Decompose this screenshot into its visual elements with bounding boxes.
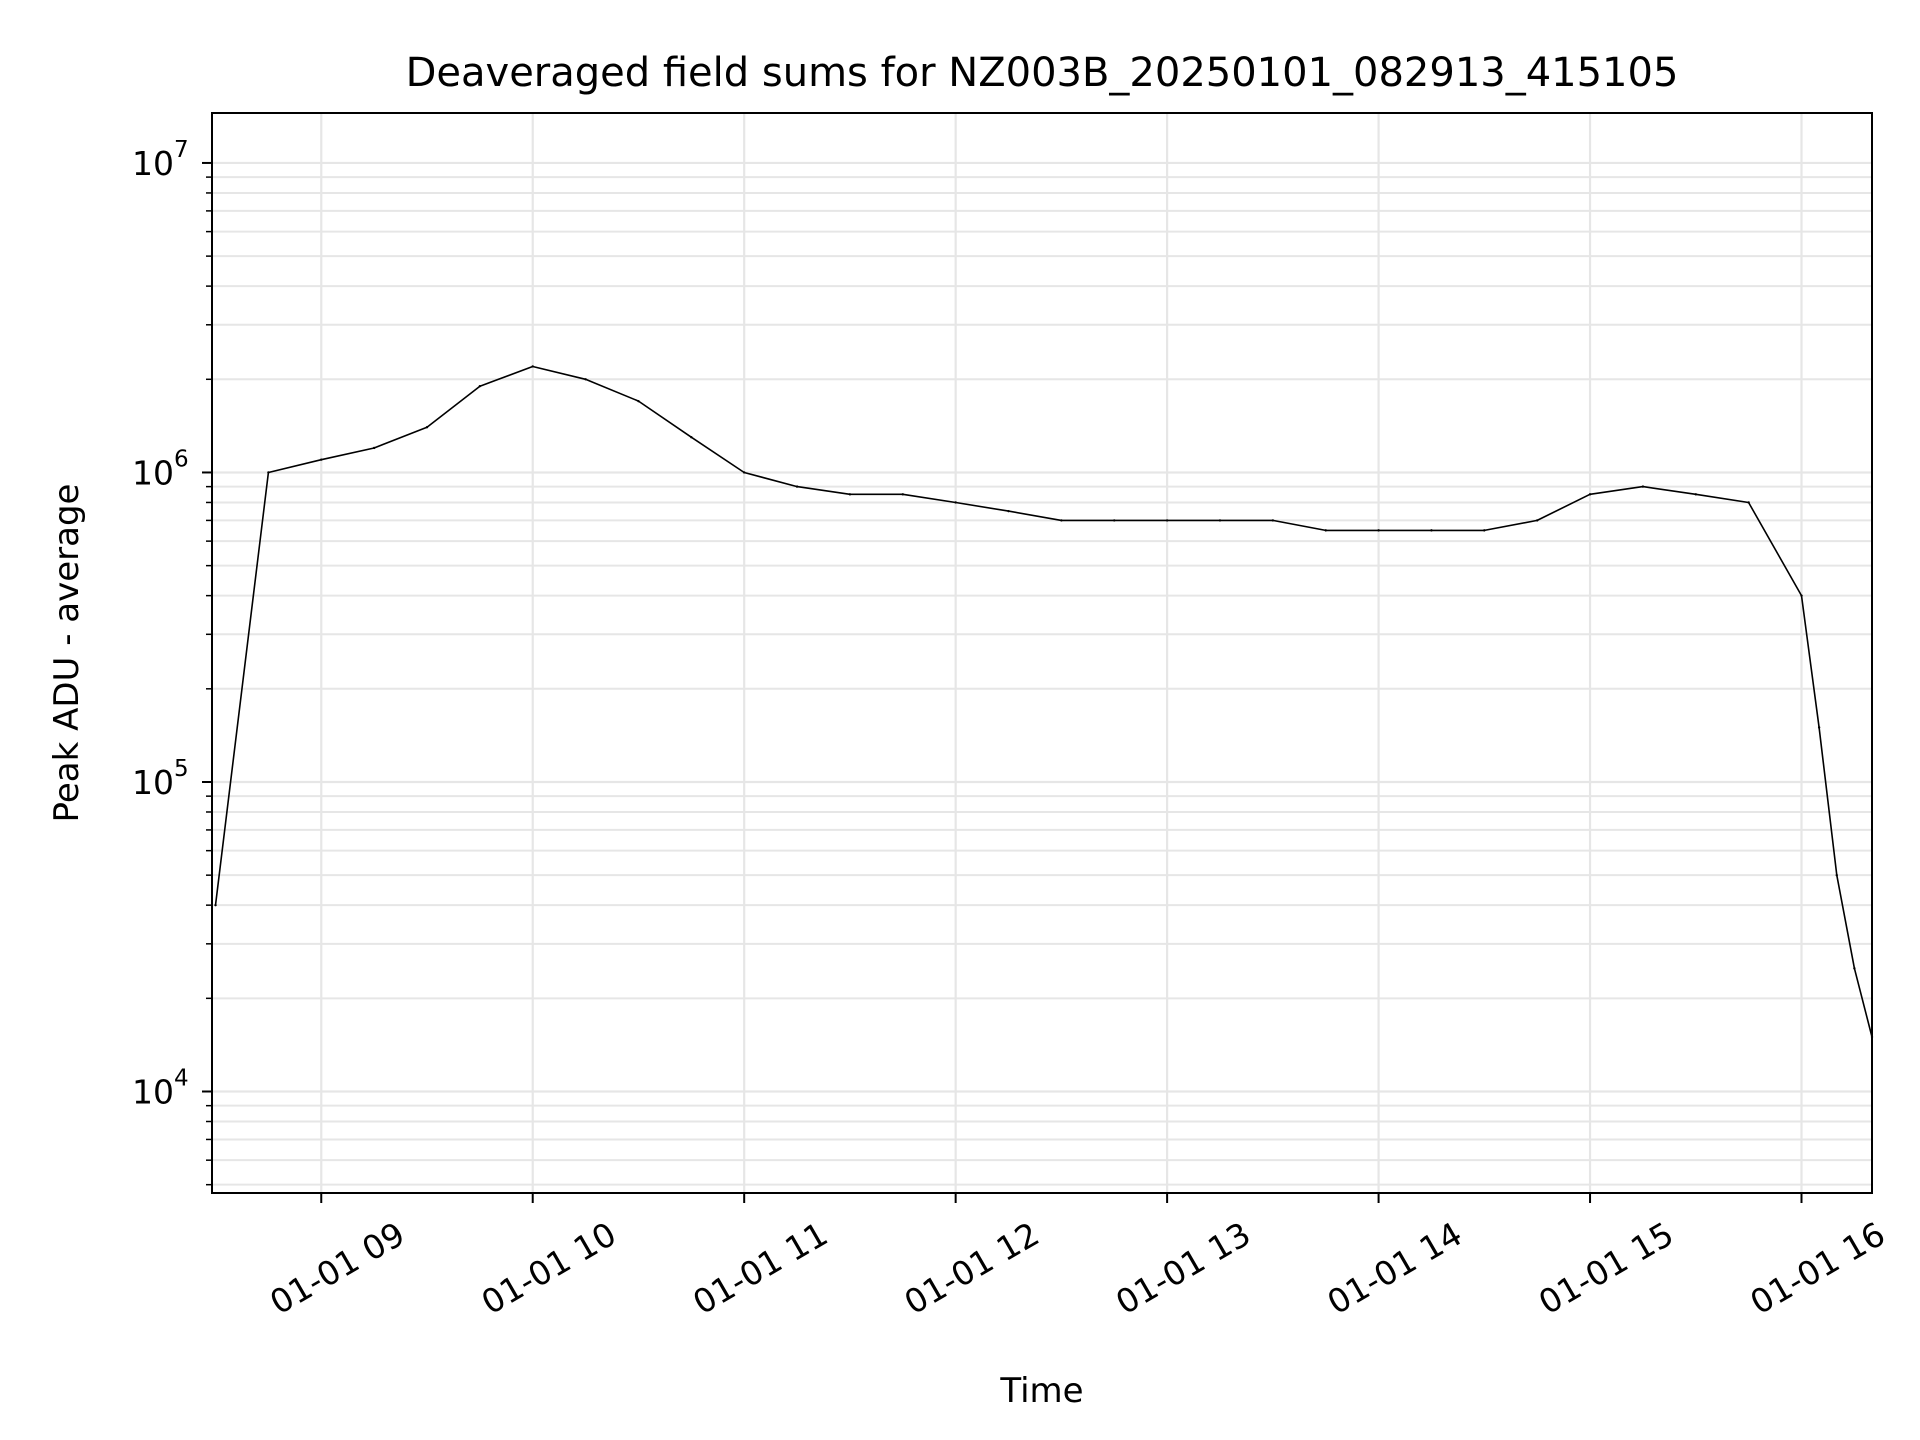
data-point [848,493,852,496]
data-point [1430,529,1433,532]
data-line [214,365,1874,1039]
data-point [1853,967,1856,970]
y-tick-label: 10 [132,763,174,802]
data-point [637,399,640,403]
grid [212,113,1872,1193]
y-axis-label: Peak ADU - average [47,484,87,823]
data-point [742,471,746,474]
data-point [584,378,587,381]
x-axis-label: Time [999,1371,1083,1411]
data-point [1835,873,1838,877]
data-point [795,485,799,488]
data-point [1588,493,1592,496]
data-point [1377,529,1380,532]
data-point [901,493,904,496]
data-point [1113,519,1116,522]
data-point [1694,493,1697,496]
data-point [1641,485,1645,488]
data-point [1817,726,1821,729]
y-tick-label: 10 [132,144,174,183]
data-point [267,471,270,474]
y-tick-label: 10 [132,453,174,492]
data-point [954,501,957,504]
data-point [425,426,429,429]
plot-frame [211,112,1873,1194]
data-point [1007,509,1010,513]
data-point [1060,519,1063,522]
data-point [320,458,323,461]
data-point [1271,519,1275,522]
data-point [1747,501,1750,504]
y-tick-label: 10 [132,1073,174,1112]
chart-title: Deaveraged field sums for NZ003B_2025010… [406,50,1679,96]
data-point [372,446,376,450]
data-point [1218,519,1222,522]
y-tick-exponent: 4 [174,1066,189,1092]
data-point [478,384,482,388]
y-tick-exponent: 6 [174,446,189,472]
data-point [1535,519,1539,522]
y-tick-exponent: 5 [174,756,189,782]
data-point [1800,594,1803,597]
data-point [1324,529,1327,532]
data-point [531,365,534,368]
data-point [214,903,217,907]
data-point [1483,529,1486,532]
y-tick-exponent: 7 [174,137,189,163]
data-point [1165,519,1169,522]
data-point [690,435,693,439]
